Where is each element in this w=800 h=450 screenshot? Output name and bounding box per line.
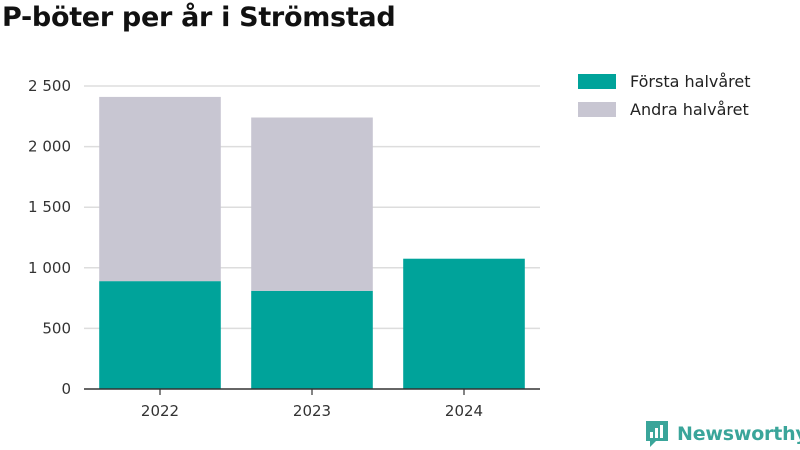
x-axis-ticks: 2022 2023 2024 (141, 389, 483, 420)
legend-item-first-half: Första halvåret (578, 69, 751, 93)
legend-item-second-half: Andra halvåret (578, 97, 751, 121)
newsworthy-logo-icon (646, 421, 668, 447)
legend-label-first-half: Första halvåret (630, 71, 751, 91)
x-tick-label: 2023 (293, 402, 331, 420)
bars (99, 96, 525, 389)
brand-name: Newsworthy (677, 423, 800, 445)
legend-label-second-half: Andra halvåret (630, 99, 749, 119)
y-tick-label: 1 000 (28, 259, 71, 277)
x-tick-label: 2024 (445, 402, 483, 420)
legend-swatch-first-half (578, 73, 616, 89)
y-axis-ticks: 0 500 1 000 1 500 2 000 2 500 (28, 77, 71, 398)
bar-2023-series-0 (251, 290, 373, 389)
bar-2022-series-1 (99, 96, 221, 282)
bar-2023-series-1 (251, 117, 373, 291)
y-tick-label: 2 000 (28, 138, 71, 156)
bar-2024-series-0 (403, 258, 525, 389)
legend-swatch-second-half (578, 101, 616, 117)
x-tick-label: 2022 (141, 402, 179, 420)
y-tick-label: 0 (61, 380, 71, 398)
brand: Newsworthy (644, 419, 800, 449)
y-tick-label: 2 500 (28, 77, 71, 95)
legend: Första halvåret Andra halvåret (578, 69, 751, 125)
y-tick-label: 1 500 (28, 198, 71, 216)
y-tick-label: 500 (42, 319, 71, 337)
chart-title: P-böter per år i Strömstad (2, 2, 396, 33)
bar-2022-series-0 (99, 281, 221, 389)
